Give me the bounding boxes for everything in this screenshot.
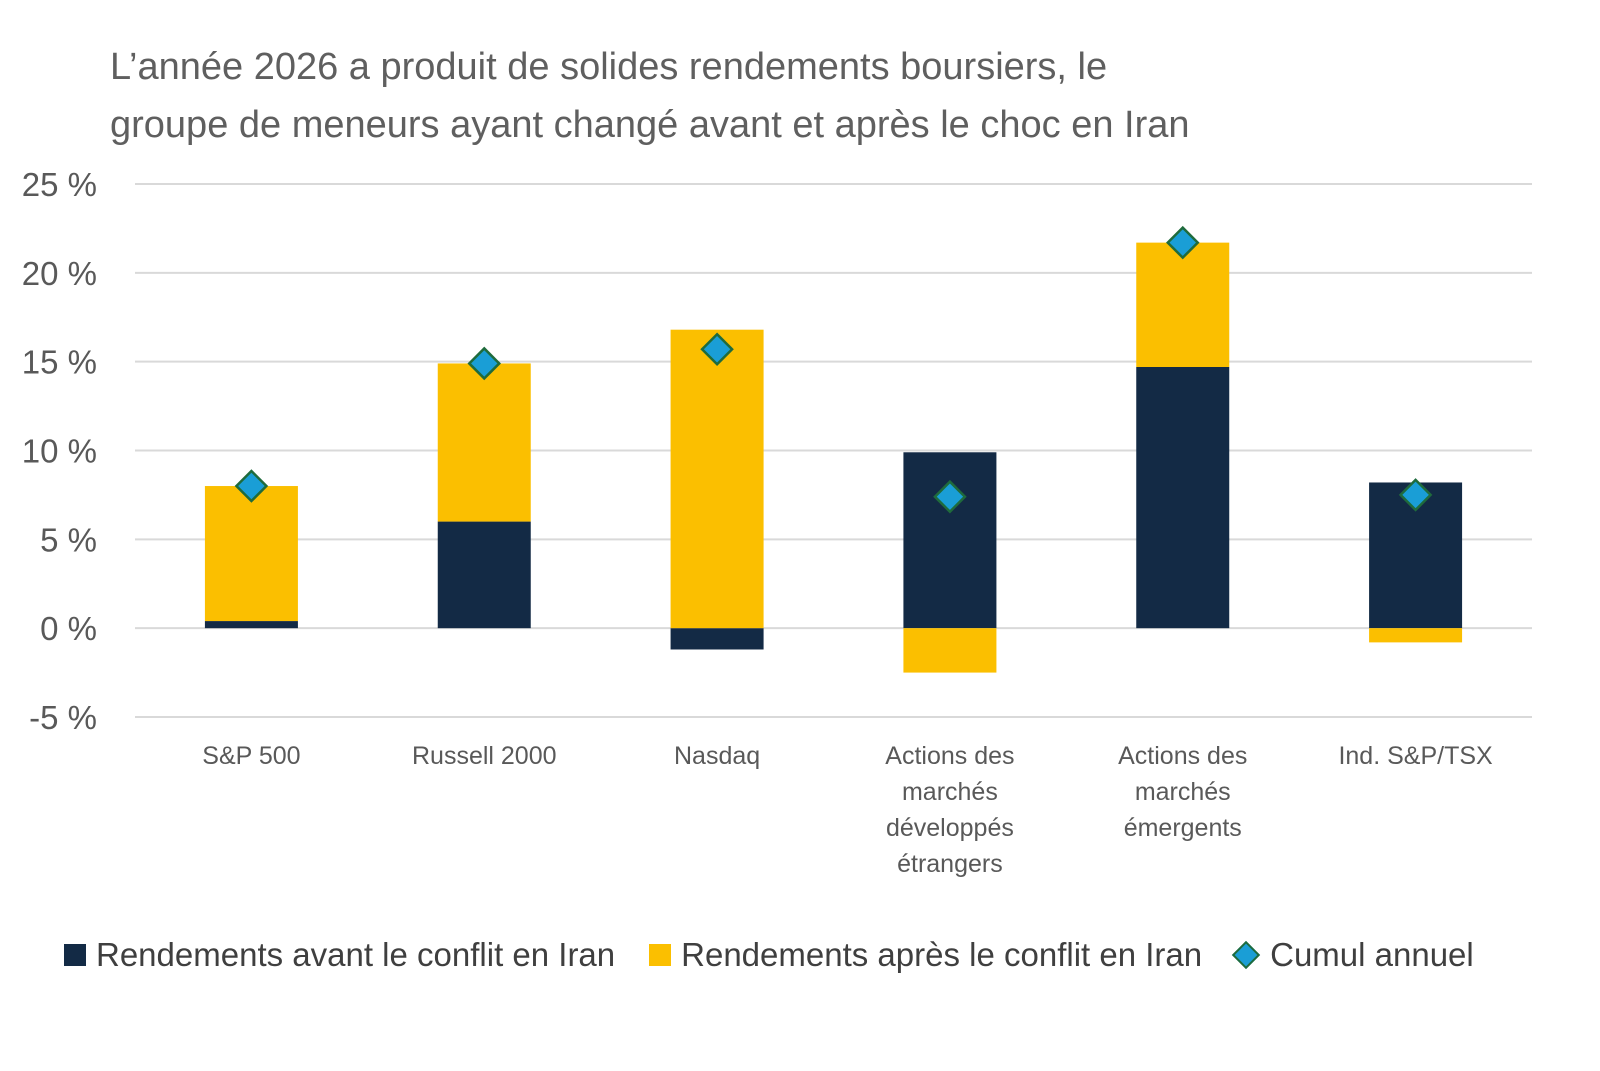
legend-label-before: Rendements avant le conflit en Iran [96,936,616,973]
legend-diamond-icon [1231,940,1261,970]
legend-item-before: Rendements avant le conflit en Iran [64,936,615,974]
y-tick-label: -5 % [29,699,97,736]
y-tick-label: 25 % [22,166,97,203]
x-category-label: Actions des marchés émergents [1118,742,1247,842]
cumulative-diamond-marker [933,479,967,514]
cumulative-diamond-marker [700,332,734,366]
legend-label-after: Rendements après le conflit en Iran [681,936,1203,973]
y-tick-label: 0 % [40,610,97,647]
bar-before-conflict [903,452,997,629]
bars [204,242,1463,673]
cumulative-diamond-marker [1398,478,1433,512]
bar-after-conflict [903,628,997,673]
chart-title-line-1: L’année 2026 a produit de solides rendem… [110,46,1108,88]
bar-before-conflict [437,521,531,629]
cumulative-diamond-marker [234,469,269,503]
x-axis: S&P 500 Russell 2000 Nasdaq Actions des marc… [202,742,1493,878]
y-tick-label: 15 % [22,344,97,381]
legend-label-cumulative: Cumul annuel [1270,936,1474,973]
bar-after-conflict [204,486,298,622]
chart-title-line-2: groupe de meneurs ayant changé avant et … [110,104,1190,146]
gridlines [135,183,1532,718]
bar-after-conflict [1369,628,1463,643]
cumulative-diamond-marker [467,346,502,381]
x-category-label: Russell 2000 [412,742,557,770]
legend-item-after: Rendements après le conflit en Iran [649,936,1202,974]
legend-swatch-before [64,944,86,966]
cumulative-diamond-marker [1165,225,1200,260]
y-axis: 25 % 20 % 15 % 10 % 5 % 0 % -5 % [22,166,97,736]
bar-before-conflict [670,628,764,650]
bar-before-conflict [1136,366,1230,629]
chart-title: L’année 2026 a produit de solides rendem… [110,38,1410,154]
x-category-label: Ind. S&P/TSX [1338,742,1493,770]
y-tick-label: 10 % [22,433,97,470]
legend-swatch-after [649,944,672,966]
legend-item-cumulative: Cumul annuel [1231,936,1474,974]
bar-after-conflict [670,329,764,629]
y-tick-label: 5 % [40,521,97,558]
x-category-label: S&P 500 [202,742,300,770]
bar-before-conflict [204,621,298,629]
x-category-label: Actions des marchés développés étrangers [885,742,1014,878]
y-tick-label: 20 % [22,255,97,292]
bar-after-conflict [437,363,531,522]
legend: Rendements avant le conflit en Iran Rend… [64,930,1474,980]
cumulative-markers [234,225,1433,514]
bar-after-conflict [1136,242,1230,367]
x-category-label: Nasdaq [674,742,760,770]
